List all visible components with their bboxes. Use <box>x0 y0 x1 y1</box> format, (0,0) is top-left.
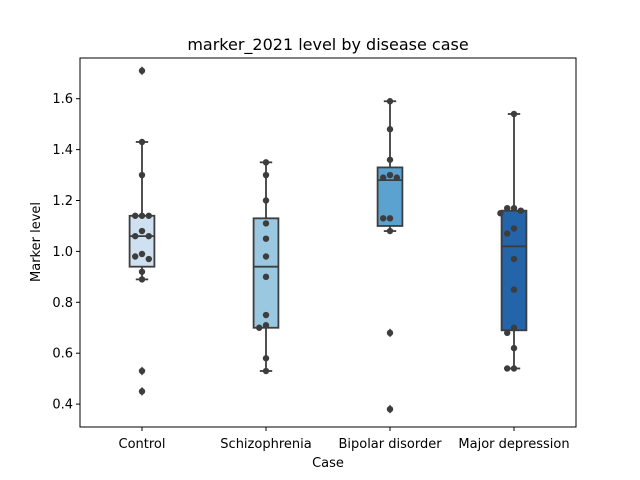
x-axis: Control Schizophrenia Bipolar disorder Majo… <box>119 427 570 452</box>
data-point <box>138 212 146 219</box>
y-tick-label: 1.0 <box>52 245 73 260</box>
data-point <box>380 174 387 181</box>
data-point <box>138 268 146 275</box>
data-point <box>145 255 152 263</box>
data-point <box>262 311 270 319</box>
data-point <box>504 230 511 237</box>
data-point <box>386 156 394 163</box>
data-point <box>145 232 152 240</box>
y-axis: 0.4 0.6 0.8 1.0 1.2 1.4 1.6 <box>52 92 80 413</box>
data-point <box>510 344 518 352</box>
x-tick-label: Major depression <box>458 437 569 452</box>
x-tick-label: Bipolar disorder <box>338 437 442 452</box>
x-tick-label: Control <box>119 437 166 452</box>
data-point <box>138 388 146 395</box>
x-axis-label: Case <box>312 456 344 471</box>
data-point <box>510 110 518 118</box>
data-point <box>138 171 146 179</box>
data-point <box>504 204 511 212</box>
x-tick-label: Schizophrenia <box>220 437 311 452</box>
data-point <box>132 232 139 240</box>
y-axis-label: Marker level <box>29 202 44 282</box>
data-point <box>256 324 263 331</box>
box-group-0 <box>128 66 156 396</box>
data-point <box>380 215 387 222</box>
data-point <box>138 138 146 146</box>
plot-area <box>128 66 528 414</box>
data-point <box>386 329 394 337</box>
data-point <box>510 255 518 263</box>
data-point <box>517 207 524 214</box>
data-point <box>510 286 518 293</box>
data-point <box>138 67 146 74</box>
box-group-3 <box>497 110 528 372</box>
data-point <box>386 215 394 222</box>
y-tick-label: 1.4 <box>52 143 73 158</box>
y-tick-label: 0.6 <box>52 347 73 362</box>
data-point <box>262 322 270 329</box>
data-point <box>262 253 270 260</box>
box <box>252 217 280 329</box>
data-point <box>510 324 518 331</box>
data-point <box>138 227 146 235</box>
data-point <box>504 329 511 337</box>
data-point <box>138 276 146 283</box>
data-point <box>386 98 394 105</box>
data-point <box>262 367 270 375</box>
chart-title: marker_2021 level by disease case <box>187 35 468 55</box>
data-point <box>386 227 394 235</box>
data-point <box>510 365 518 372</box>
box-group-1 <box>252 159 280 375</box>
data-point <box>262 171 270 179</box>
data-point <box>262 220 270 227</box>
data-point <box>393 174 400 181</box>
data-point <box>386 126 394 133</box>
data-point <box>386 405 394 413</box>
data-point <box>262 273 270 281</box>
data-point <box>262 355 270 362</box>
data-point <box>504 365 511 372</box>
data-point <box>497 210 504 217</box>
data-point <box>262 197 270 204</box>
data-point <box>386 171 394 179</box>
data-point <box>132 212 139 219</box>
y-tick-label: 0.4 <box>52 398 73 413</box>
data-point <box>510 225 518 232</box>
y-tick-label: 1.2 <box>52 194 73 209</box>
data-point <box>138 367 146 375</box>
plot-frame <box>79 57 577 428</box>
y-tick-label: 0.8 <box>52 296 73 311</box>
data-point <box>138 250 146 258</box>
data-point <box>132 253 139 260</box>
data-point <box>510 204 518 212</box>
box-group-2 <box>376 98 404 414</box>
y-tick-label: 1.6 <box>52 92 73 107</box>
data-point <box>262 235 270 242</box>
data-point <box>262 159 270 166</box>
data-point <box>145 212 152 219</box>
